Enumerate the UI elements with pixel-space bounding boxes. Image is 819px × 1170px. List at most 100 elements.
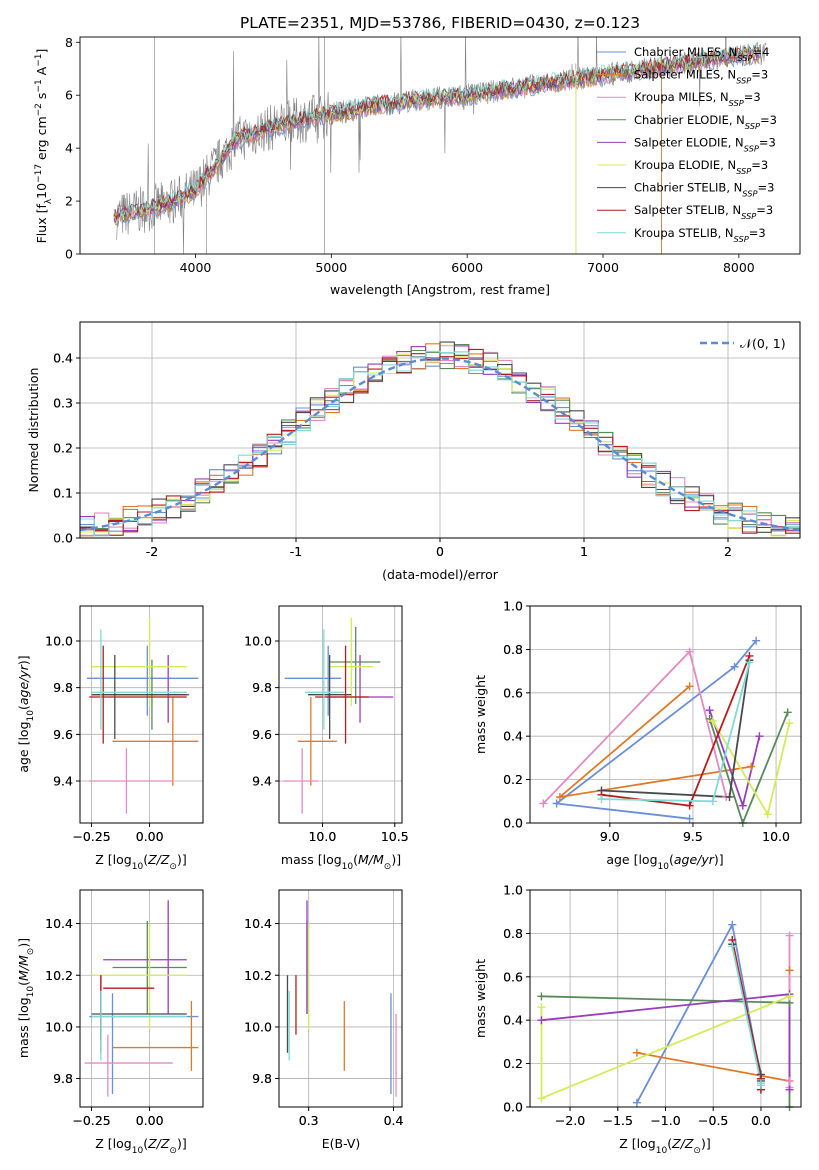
label-part: =3 <box>751 158 768 172</box>
weight-line-kroupa_stelib <box>731 946 762 1086</box>
y-tick-label: 9.8 <box>252 680 272 695</box>
legend-entry: Chabrier MILES, NSSP=4 <box>634 45 769 63</box>
y-tick-label: 0.2 <box>503 772 523 787</box>
label-part: −2 <box>34 103 44 116</box>
label-part: s <box>34 93 49 104</box>
x-tick-label: 10.0 <box>762 829 790 844</box>
weight-marker-kroupa_elodie <box>708 717 717 726</box>
label-part: =3 <box>744 90 761 104</box>
weight-line-kroupa_stelib <box>601 662 751 803</box>
y-tick-label: 0.8 <box>503 926 523 941</box>
weight-marker-kroupa_miles <box>539 799 548 808</box>
weight-vs-age-panel: 9.0 9.5 10.00.00.20.40.60.81.09.0 9.5 10.00.… <box>473 599 802 872</box>
label-part: 10 <box>132 862 144 872</box>
y-tick-label: 0.0 <box>503 816 523 831</box>
label-part: =3 <box>751 68 768 82</box>
x-axis-label: wavelength [Angstrom, rest frame] <box>330 282 550 297</box>
label-part: M/M <box>358 852 384 867</box>
y-tick-label: 0.4 <box>503 729 523 744</box>
weight-marker-chabrier_elodie <box>783 708 792 717</box>
legend-entry: Salpeter ELODIE, NSSP=3 <box>634 135 776 153</box>
label-part: A <box>34 66 49 79</box>
x-tick-label: 0.4 <box>384 1113 404 1128</box>
x-axis-label: mass [log10(M/M⊙)] <box>281 852 401 872</box>
label-part: Chabrier STELIB, N <box>634 181 742 195</box>
label-part: 10 <box>656 1146 668 1156</box>
label-part: 10 <box>34 183 49 199</box>
x-tick-label: 0.00 <box>136 1113 164 1128</box>
x-axis-label: Z [log10(Z/Z⊙)] <box>619 1136 710 1156</box>
weight-marker-chabrier_miles <box>728 920 737 929</box>
mass-vs-ebv-panel: 0.3 0.49.810.010.210.40.3 0.49.810.010.210… <box>244 889 404 1151</box>
y-tick-label: 0.6 <box>503 685 523 700</box>
x-tick-label: 4000 <box>180 260 212 275</box>
plot-area <box>80 890 203 1107</box>
weight-marker-salpeter_miles <box>685 682 694 691</box>
x-tick-label: 2 <box>724 544 732 559</box>
residuals-panel: -2 -1 0 1 200.10.20.30.4-2 -1 0 1 20.00.10.20.30… <box>26 321 801 582</box>
y-tick-label: 10.0 <box>244 634 272 649</box>
label-part: )] <box>177 1136 187 1151</box>
label-part: =4 <box>752 45 769 59</box>
y-tick-label: 10.2 <box>45 968 73 983</box>
weight-marker-salpeter_elodie <box>537 1016 546 1025</box>
label-part: )] <box>701 1136 711 1151</box>
y-tick-label: 0.1 <box>53 486 73 501</box>
x-axis-label: age [log10(age/yr)] <box>606 852 723 872</box>
axes-frame <box>278 605 403 824</box>
weight-marker-kroupa_elodie <box>785 992 794 1001</box>
y-tick-label: 9.8 <box>252 1071 272 1086</box>
x-tick-label: −1.5 <box>603 1113 633 1128</box>
y-tick-label: 0.8 <box>503 642 523 657</box>
x-tick-label: 10.5 <box>381 829 409 844</box>
x-tick-label: -2 <box>146 544 158 559</box>
y-tick-label: 10.0 <box>244 1019 272 1034</box>
weight-marker-kroupa_miles <box>785 1076 794 1085</box>
y-tick-label: 9.8 <box>252 1071 272 1086</box>
x-tick-label: −0.5 <box>698 1113 728 1128</box>
legend-entry: Salpeter MILES, NSSP=3 <box>634 68 768 86</box>
x-tick-label: 10.0 <box>308 829 336 844</box>
label-part: Chabrier ELODIE, N <box>634 113 745 127</box>
y-tick-label: 1.0 <box>503 599 523 614</box>
y-axis-label: age [log10(age/yr)] <box>16 655 36 772</box>
legend-entry: Chabrier ELODIE, NSSP=3 <box>634 113 777 131</box>
label-part: SSP <box>736 76 751 86</box>
x-axis-label: (data-model)/error <box>382 567 499 582</box>
weight-line-chabrier_miles <box>636 922 762 1104</box>
label-part: SSP <box>742 189 757 199</box>
label-part: SSP <box>744 143 759 153</box>
label-part: age/yr <box>16 664 31 705</box>
y-tick-label: 0.2 <box>53 441 73 456</box>
y-tick-label: 0.0 <box>503 816 523 831</box>
y-axis-label: mass weight <box>473 959 488 1038</box>
label-part: ( <box>353 852 358 867</box>
x-tick-label: 2 <box>724 544 732 559</box>
axes-frame <box>529 605 802 824</box>
y-tick-label: 10.4 <box>45 916 73 931</box>
x-tick-label: 9.0 <box>600 829 620 844</box>
label-part: Z [log <box>95 1136 131 1151</box>
weight-marker-chabrier_miles <box>552 799 561 808</box>
y-tick-label: 9.6 <box>252 727 272 742</box>
y-tick-label: 0 <box>65 247 73 262</box>
x-tick-label: 1 <box>580 544 588 559</box>
y-axis-label: Flux [fλ10−17 erg cm−2 s−1 A−1] <box>34 49 54 244</box>
y-tick-label: 0.4 <box>503 1013 523 1028</box>
label-part: λ <box>44 198 54 204</box>
model-line-kroupa_miles <box>113 49 760 224</box>
plot-area <box>279 890 402 1107</box>
y-tick-label: 0.8 <box>503 926 523 941</box>
weight-marker-chabrier_stelib <box>725 792 734 801</box>
label-part: E(B-V) <box>322 1136 361 1151</box>
label-part: SSP <box>734 234 749 244</box>
weight-line-salpeter_stelib <box>601 655 751 807</box>
label-part: )] <box>714 852 724 867</box>
weight-marker-salpeter_stelib <box>685 801 694 810</box>
label-part: =3 <box>756 203 773 217</box>
axes-frame <box>79 36 801 255</box>
x-axis-label: Z [log10(Z/Z⊙)] <box>95 1136 186 1156</box>
label-part: 10 <box>132 1146 144 1156</box>
age-vs-Z-panel: −0.25 0.009.49.69.810.0−0.25 0.009.49.69.8… <box>16 605 204 872</box>
y-tick-label: 2 <box>65 194 73 209</box>
